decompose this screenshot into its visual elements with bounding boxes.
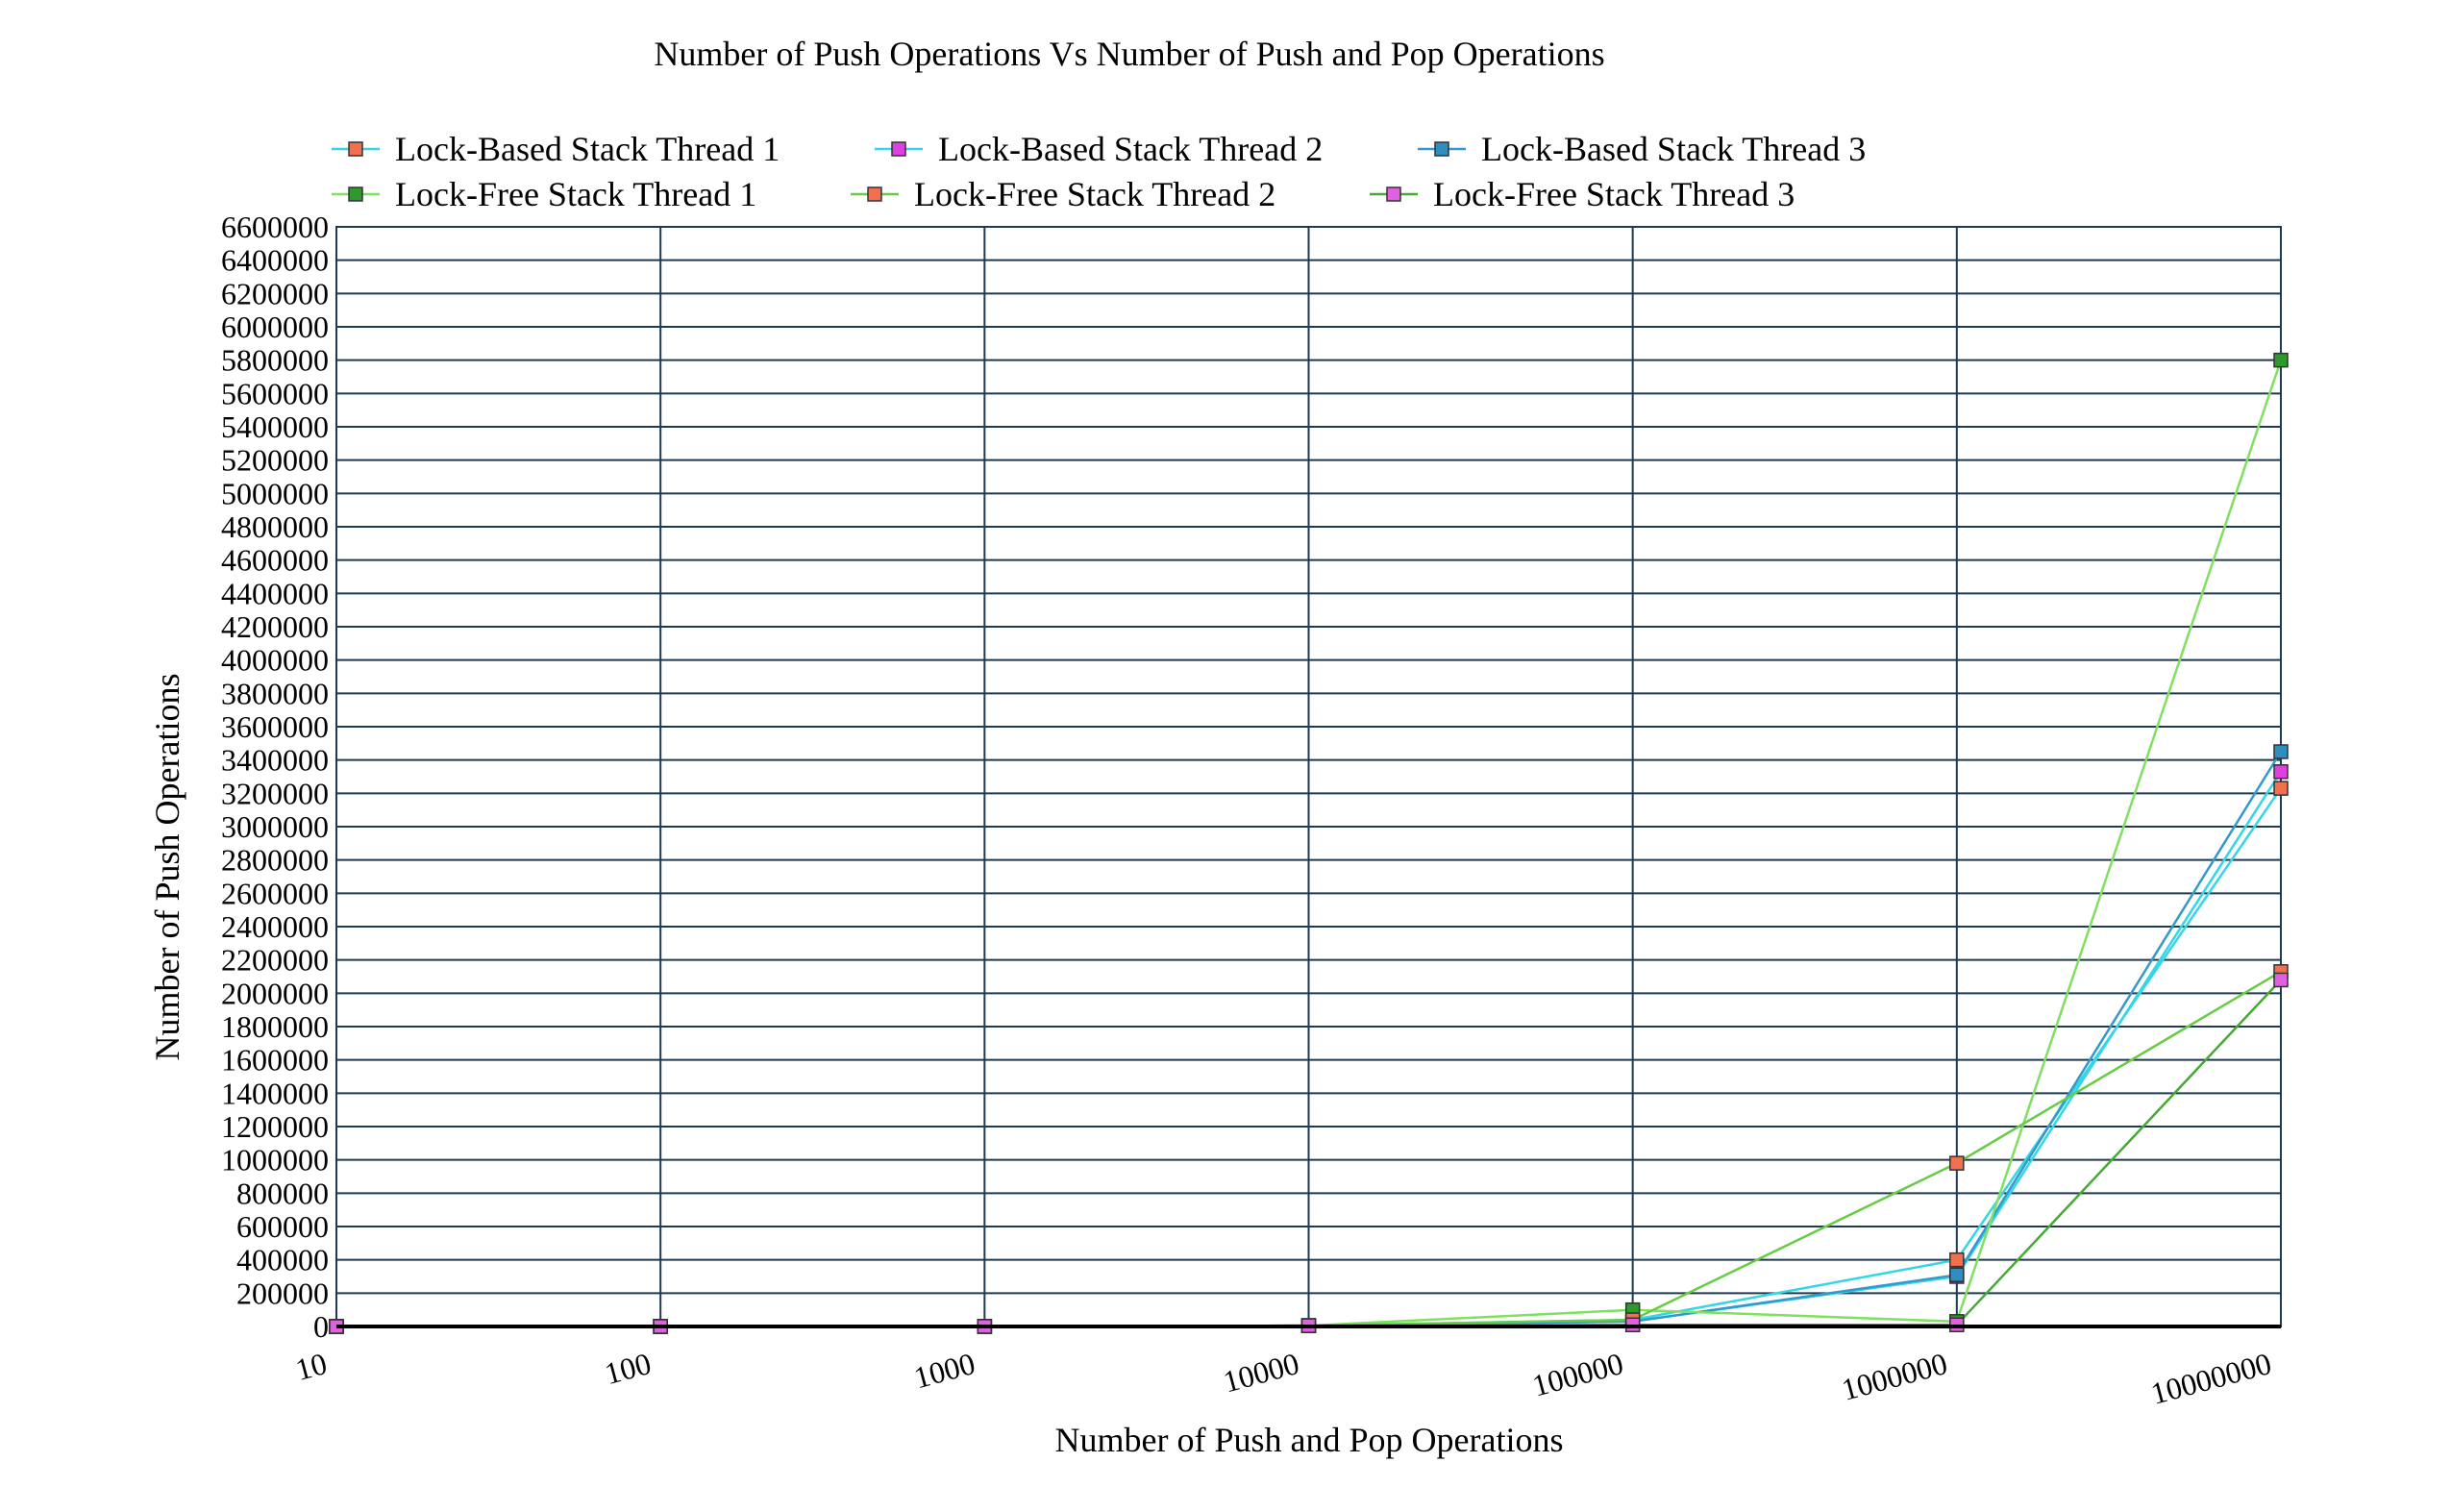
y-tick-label: 2200000 [221, 943, 329, 978]
legend-item-4: Lock-Free Stack Thread 1 [332, 175, 756, 213]
y-axis-ticks: 0200000400000600000800000100000012000001… [221, 210, 329, 1344]
y-tick-label: 200000 [236, 1276, 329, 1310]
chart-title: Number of Push Operations Vs Number of P… [654, 35, 1604, 73]
y-tick-label: 6400000 [221, 243, 329, 278]
legend-item-2: Lock-Based Stack Thread 2 [875, 130, 1323, 168]
legend-swatch-marker [891, 141, 906, 157]
y-tick-label: 800000 [236, 1176, 329, 1210]
y-tick-label: 5000000 [221, 476, 329, 510]
x-tick-label: 1000 [910, 1346, 978, 1395]
series-4-point [2273, 352, 2289, 368]
legend-label: Lock-Based Stack Thread 1 [395, 130, 780, 168]
y-tick-label: 400000 [236, 1243, 329, 1277]
y-tick-label: 6600000 [221, 210, 329, 244]
legend-label: Lock-Free Stack Thread 1 [395, 175, 756, 213]
x-tick-label: 100 [601, 1346, 655, 1391]
x-tick-label: 1000000 [1838, 1346, 1951, 1407]
y-tick-label: 5200000 [221, 443, 329, 478]
legend-item-6: Lock-Free Stack Thread 3 [1370, 175, 1795, 213]
x-axis-ticks: 10 100 1000 10000 100000 1000000 10000000 [292, 1346, 2275, 1411]
y-tick-label: 600000 [236, 1209, 329, 1244]
y-tick-label: 3600000 [221, 709, 329, 744]
x-tick-label: 10000 [1220, 1346, 1303, 1399]
y-tick-label: 3800000 [221, 676, 329, 710]
series-3-point [2273, 744, 2289, 759]
legend-label: Lock-Free Stack Thread 2 [914, 175, 1275, 213]
y-tick-label: 4200000 [221, 609, 329, 644]
y-tick-label: 2600000 [221, 876, 329, 910]
y-tick-label: 3000000 [221, 809, 329, 844]
y-axis-label: Number of Push Operations [148, 674, 186, 1061]
y-tick-label: 6200000 [221, 276, 329, 310]
legend-swatch-marker [867, 186, 882, 202]
y-tick-label: 1200000 [221, 1109, 329, 1144]
y-tick-label: 4000000 [221, 643, 329, 678]
legend-item-3: Lock-Based Stack Thread 3 [1418, 130, 1866, 168]
x-axis-label: Number of Push and Pop Operations [1055, 1421, 1564, 1459]
series-1-point [1949, 1252, 1965, 1268]
series-6-point [2273, 972, 2289, 988]
y-tick-label: 5800000 [221, 343, 329, 378]
legend-label: Lock-Based Stack Thread 3 [1481, 130, 1866, 168]
legend-item-5: Lock-Free Stack Thread 2 [851, 175, 1275, 213]
x-tick-label: 10 [292, 1346, 331, 1387]
legend-swatch-marker [348, 186, 363, 202]
legend-swatch-marker [1434, 141, 1449, 157]
series-1-point [2273, 781, 2289, 796]
y-tick-label: 1600000 [221, 1043, 329, 1078]
y-tick-label: 2400000 [221, 909, 329, 944]
y-tick-label: 5400000 [221, 409, 329, 444]
x-tick-label: 10000000 [2147, 1346, 2275, 1411]
y-tick-label: 2000000 [221, 976, 329, 1010]
y-tick-label: 0 [313, 1309, 329, 1344]
y-tick-label: 5600000 [221, 376, 329, 410]
y-tick-label: 1800000 [221, 1009, 329, 1044]
y-tick-label: 6000000 [221, 310, 329, 344]
legend-item-1: Lock-Based Stack Thread 1 [332, 130, 780, 168]
y-tick-label: 4400000 [221, 576, 329, 610]
legend-label: Lock-Based Stack Thread 2 [938, 130, 1323, 168]
y-tick-label: 3400000 [221, 743, 329, 778]
series-5-point [1949, 1155, 1965, 1171]
legend-swatch-marker [348, 141, 363, 157]
y-tick-label: 4800000 [221, 509, 329, 544]
legend: Lock-Based Stack Thread 1 Lock-Based Stac… [332, 130, 1866, 213]
legend-swatch-marker [1386, 186, 1401, 202]
y-tick-label: 3200000 [221, 776, 329, 810]
legend-label: Lock-Free Stack Thread 3 [1433, 175, 1795, 213]
y-tick-label: 1400000 [221, 1076, 329, 1110]
series-3-point [1949, 1267, 1965, 1283]
x-tick-label: 100000 [1528, 1346, 1626, 1403]
series-2-point [2273, 764, 2289, 780]
y-tick-label: 2800000 [221, 843, 329, 878]
y-tick-label: 1000000 [221, 1143, 329, 1177]
y-tick-label: 4600000 [221, 543, 329, 578]
